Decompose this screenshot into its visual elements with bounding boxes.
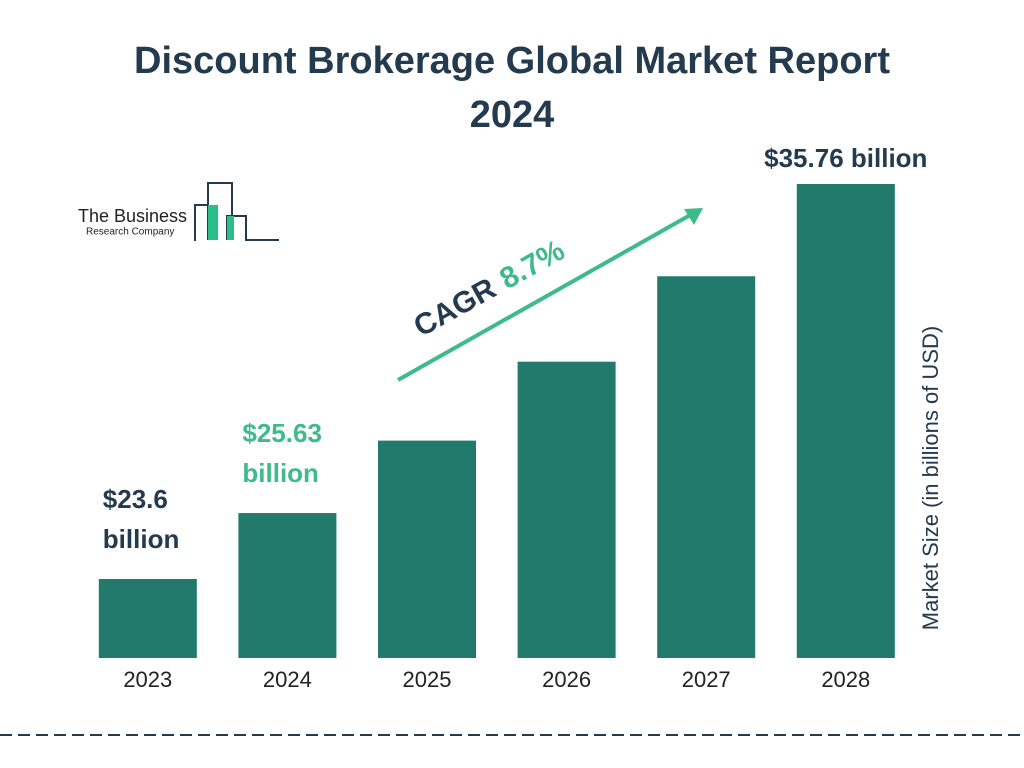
bar bbox=[98, 579, 197, 658]
cagr-label: CAGR bbox=[408, 272, 502, 344]
bar bbox=[378, 440, 476, 658]
y-axis-label: Market Size (in billions of USD) bbox=[918, 326, 943, 630]
x-tick-label: 2028 bbox=[821, 667, 870, 692]
logo-outline bbox=[194, 182, 279, 241]
cagr-arrow bbox=[397, 212, 693, 382]
logo-bar bbox=[227, 216, 234, 240]
logo: The Business Research Company bbox=[78, 182, 279, 241]
bar bbox=[517, 361, 616, 658]
x-tick-label: 2023 bbox=[123, 667, 172, 692]
bar bbox=[238, 513, 337, 658]
logo-name: The Business bbox=[78, 206, 187, 226]
logo-bar bbox=[208, 205, 218, 240]
value-label: $25.63 billion bbox=[242, 418, 322, 489]
cagr-arrowhead bbox=[684, 208, 703, 225]
x-tick-label: 2026 bbox=[542, 667, 591, 692]
cagr-value: 8.7% bbox=[494, 234, 570, 296]
chart-title: Discount Brokerage Global Market Report … bbox=[134, 40, 890, 136]
bars bbox=[98, 184, 895, 658]
x-tick-label: 2027 bbox=[682, 667, 731, 692]
logo-subname: Research Company bbox=[86, 227, 174, 238]
x-tick-label: 2025 bbox=[403, 667, 452, 692]
value-label: $35.76 billion bbox=[764, 143, 928, 173]
bar bbox=[657, 276, 756, 658]
bar bbox=[796, 184, 895, 658]
x-tick-label: 2024 bbox=[263, 667, 312, 692]
value-label: $23.6 billion bbox=[102, 484, 180, 554]
